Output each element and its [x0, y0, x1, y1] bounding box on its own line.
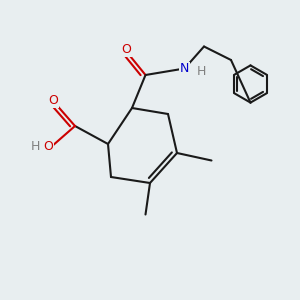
Text: H: H — [196, 65, 206, 78]
Text: O: O — [44, 140, 53, 154]
Text: N: N — [180, 62, 189, 76]
Text: O: O — [49, 94, 58, 107]
Text: H: H — [31, 140, 40, 154]
Text: O: O — [121, 43, 131, 56]
